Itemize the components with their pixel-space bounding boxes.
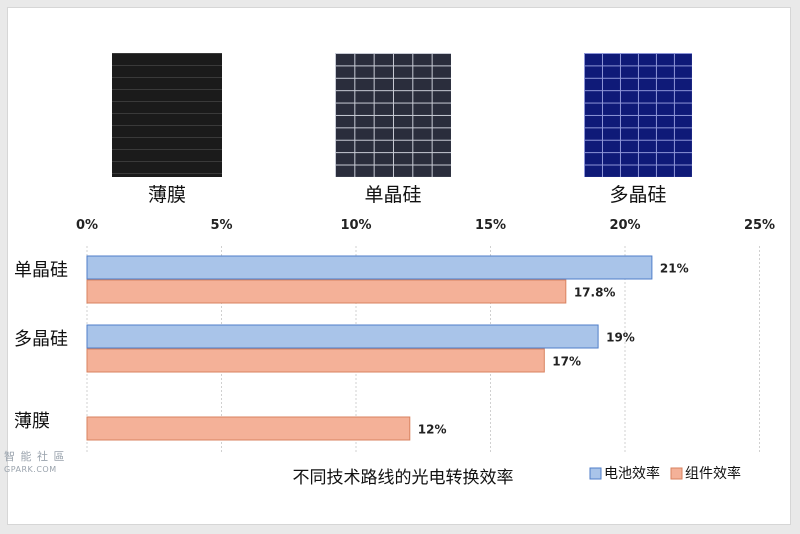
panel-label-mono: 单晶硅 <box>364 184 422 206</box>
data-label: 12% <box>418 423 447 437</box>
watermark-url: GPARK.COM <box>4 465 57 474</box>
data-label: 21% <box>660 262 689 276</box>
panel-label-poly: 多晶硅 <box>609 184 667 206</box>
legend-label: 组件效率 <box>685 465 741 482</box>
data-label: 17.8% <box>574 286 616 300</box>
chart-title: 不同技术路线的光电转换效率 <box>293 468 514 488</box>
bar <box>86 279 567 304</box>
thin-film-panel-icon <box>112 53 222 177</box>
bar <box>86 255 653 280</box>
data-label: 17% <box>552 355 581 369</box>
figure-frame: 薄膜 单晶硅 多晶硅 0% 5% 10% 15% 20% 25% 单晶硅 多晶硅 薄膜 21% 17… <box>8 8 790 524</box>
category-label: 单晶硅 <box>14 260 68 281</box>
legend-swatch <box>670 467 683 480</box>
bar <box>86 416 411 441</box>
x-tick-label: 10% <box>340 218 371 233</box>
bar <box>86 324 599 349</box>
legend-label: 电池效率 <box>604 465 660 482</box>
panel-label-thin-film: 薄膜 <box>147 184 186 206</box>
bar <box>86 348 545 373</box>
watermark-cn: 智 能 社 區 <box>4 450 66 463</box>
data-label: 19% <box>606 331 635 345</box>
x-tick-label: 20% <box>609 218 640 233</box>
legend-swatch <box>589 467 602 480</box>
x-tick-label: 15% <box>475 218 506 233</box>
category-label: 多晶硅 <box>14 329 68 350</box>
x-tick-label: 5% <box>210 218 232 233</box>
mono-crystalline-panel-icon <box>335 53 451 177</box>
poly-crystalline-panel-icon <box>584 53 692 177</box>
category-label: 薄膜 <box>14 411 50 432</box>
watermark: 智 能 社 區 GPARK.COM <box>4 450 80 476</box>
x-tick-label: 25% <box>744 218 775 233</box>
x-tick-label: 0% <box>76 218 98 233</box>
